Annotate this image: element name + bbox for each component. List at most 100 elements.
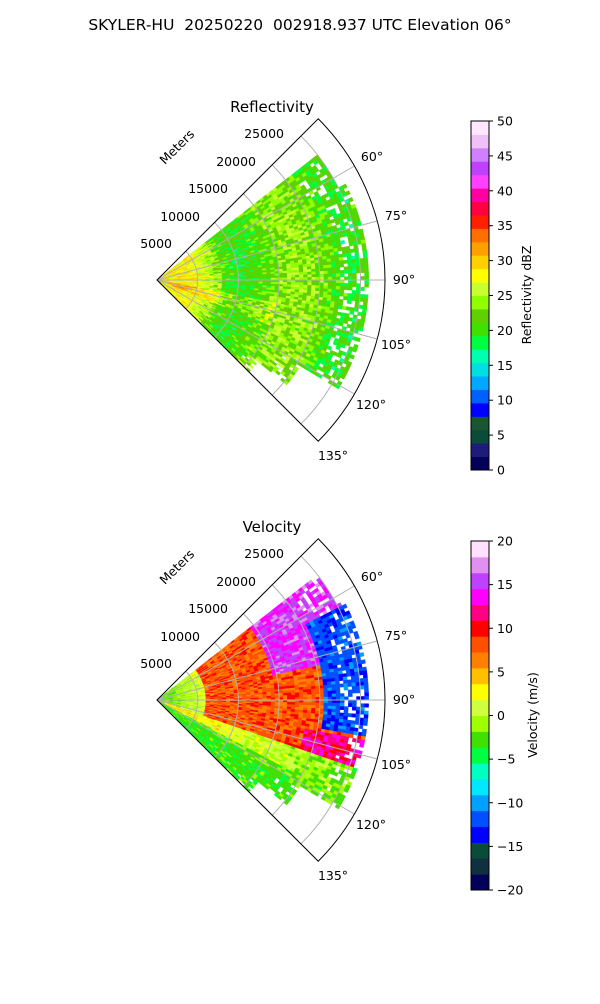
field-cell xyxy=(308,283,312,286)
field-cell xyxy=(312,283,316,286)
field-cell xyxy=(327,265,331,268)
reflectivity-panel: Reflectivity Meters 5000 10000 15000 200… xyxy=(140,98,534,478)
radial-tick-label: 20000 xyxy=(216,154,256,169)
field-cell xyxy=(331,292,335,295)
field-cell xyxy=(336,267,340,270)
field-cell xyxy=(303,275,307,278)
field-cell xyxy=(328,286,332,289)
field-cell xyxy=(315,269,319,272)
colorbar-tick-label: 10 xyxy=(497,393,513,408)
field-cell xyxy=(340,270,344,273)
colorbar-tick-label: 20 xyxy=(497,323,513,338)
colorbar-tick-label: 0 xyxy=(497,463,505,478)
colorbar-band xyxy=(471,349,489,363)
field-cell xyxy=(267,276,271,278)
field-cell xyxy=(295,282,299,285)
field-cell xyxy=(332,289,336,292)
field-cell xyxy=(348,277,352,280)
colorbar-band xyxy=(471,121,489,135)
angle-tick-label: 60° xyxy=(361,149,383,164)
field-cell xyxy=(279,273,283,275)
field-cell xyxy=(363,251,368,255)
field-cell xyxy=(312,285,316,288)
field-cell xyxy=(336,270,340,273)
field-cell xyxy=(320,286,324,289)
field-cell xyxy=(323,265,327,268)
field-cell xyxy=(255,276,259,278)
colorbar-tick-label: 35 xyxy=(497,218,513,233)
colorbar-tick-label: 45 xyxy=(497,148,513,163)
field-cell xyxy=(291,273,295,276)
field-cell xyxy=(352,266,356,270)
field-cell xyxy=(348,293,352,297)
field-cell xyxy=(335,292,339,295)
field-cell xyxy=(352,263,356,267)
reflectivity-colorbar-bands xyxy=(471,121,489,471)
field-cell xyxy=(339,260,343,264)
field-cell xyxy=(324,271,328,274)
angle-tick-label: 75° xyxy=(385,208,407,223)
colorbar-band xyxy=(471,228,489,242)
field-cell xyxy=(335,264,339,267)
field-cell xyxy=(364,262,368,266)
field-cell xyxy=(324,283,328,286)
field-cell xyxy=(295,285,299,288)
field-cell xyxy=(356,283,360,287)
field-cell xyxy=(259,276,263,278)
colorbar-band xyxy=(471,242,489,256)
colorbar-band xyxy=(471,202,489,216)
field-cell xyxy=(342,253,346,257)
colorbar-band xyxy=(471,134,489,148)
field-cell xyxy=(347,260,351,264)
field-cell xyxy=(340,264,344,268)
colorbar-band xyxy=(471,457,489,471)
field-cell xyxy=(336,289,340,292)
field-cell xyxy=(275,276,279,278)
field-cell xyxy=(340,240,345,244)
field-cell xyxy=(348,280,352,283)
field-cell xyxy=(271,274,275,276)
field-cell xyxy=(348,287,352,291)
field-cell xyxy=(336,274,340,277)
field-cell xyxy=(328,274,332,277)
field-cell xyxy=(332,271,336,274)
field-cell xyxy=(347,300,351,304)
field-cell xyxy=(303,272,307,275)
field-cell xyxy=(332,286,336,289)
field-cell xyxy=(327,346,332,351)
field-cell xyxy=(320,274,324,277)
field-cell xyxy=(279,276,283,278)
velocity-panel: Velocity Meters 5000 10000 15000 20000 2… xyxy=(140,518,540,898)
field-cell xyxy=(365,284,369,288)
field-cell xyxy=(364,258,368,262)
field-cell xyxy=(348,273,352,276)
colorbar-tick-label: 50 xyxy=(497,114,513,129)
field-cell xyxy=(299,272,303,275)
field-cell xyxy=(328,283,332,286)
colorbar-band xyxy=(471,175,489,189)
field-cell xyxy=(332,274,336,277)
field-cell xyxy=(316,286,320,289)
field-cell xyxy=(299,285,303,288)
field-cell xyxy=(352,270,356,274)
field-cell xyxy=(364,294,368,298)
field-cell xyxy=(352,273,356,277)
field-cell xyxy=(291,285,295,288)
colorbar-band xyxy=(471,403,489,417)
field-cell xyxy=(344,267,348,271)
radial-tick-label: 15000 xyxy=(188,181,228,196)
field-cell xyxy=(299,270,303,273)
field-cell xyxy=(307,267,311,270)
field-cell xyxy=(303,285,307,288)
field-cell xyxy=(347,256,351,260)
field-cell xyxy=(299,275,303,278)
velocity-title: Velocity xyxy=(243,518,302,536)
reflectivity-colorbar-label: Reflectivity dBZ xyxy=(519,246,534,345)
field-cell xyxy=(324,274,328,277)
field-cell xyxy=(364,298,368,302)
field-cell xyxy=(287,273,291,275)
field-cell xyxy=(351,256,355,260)
field-cell xyxy=(295,273,299,276)
